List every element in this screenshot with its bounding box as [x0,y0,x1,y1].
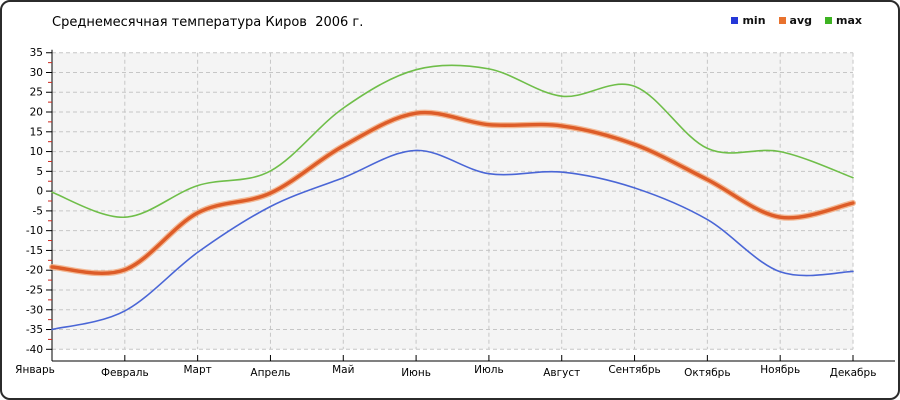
series-max [51,64,854,219]
svg-text:30: 30 [30,67,43,79]
legend-label-min: min [742,14,766,27]
svg-text:20: 20 [30,107,43,119]
legend-swatch-avg [778,17,786,24]
month-label: Февраль [101,367,149,379]
legend-item-max[interactable]: max [825,15,862,26]
horizontal-gridlines [52,52,853,350]
chart-title: Среднемесячная температура Киров 2006 г. [52,15,364,30]
legend-swatch-min [731,17,739,24]
chart-legend: min avg max [731,15,862,26]
svg-text:-20: -20 [26,265,43,277]
month-label: Июль [474,364,504,376]
y-axis: -40 -35 -30 -25 -20 -15 -10 -5 0 5 10 15 20 25 30 35 [26,47,53,361]
legend-label-avg: avg [789,14,813,27]
month-label: Январь [15,364,55,376]
svg-text:-35: -35 [26,324,43,336]
legend-swatch-max [825,17,833,24]
svg-text:25: 25 [30,87,43,99]
legend-item-min[interactable]: min [731,14,766,27]
svg-text:-30: -30 [26,304,43,316]
svg-text:5: 5 [36,166,43,178]
svg-text:0: 0 [36,186,43,198]
month-label: Апрель [250,367,290,379]
svg-text:-25: -25 [26,284,43,296]
svg-text:-15: -15 [26,245,43,257]
month-label: Март [183,364,211,376]
month-label: Сентябрь [608,364,660,376]
legend-item-avg[interactable]: avg [778,14,813,27]
x-axis: Январь Февраль Март Апрель Май Июнь Июль Август… [15,355,895,379]
svg-text:-40: -40 [26,344,43,356]
svg-text:-10: -10 [26,225,43,237]
month-label: Июнь [401,367,431,379]
series-avg [49,109,856,277]
svg-text:10: 10 [30,146,43,158]
month-label: Август [543,367,580,379]
month-label: Октябрь [684,367,730,379]
month-label: Ноябрь [760,364,800,376]
svg-text:15: 15 [30,126,43,138]
series-min [51,149,854,331]
svg-text:-5: -5 [33,205,43,217]
plot-area [52,52,853,350]
month-label: Декабрь [830,367,877,379]
month-label: Май [332,364,354,376]
series-max-line [51,64,854,219]
series-avg-line [50,110,855,275]
legend-label-max: max [836,14,862,27]
svg-text:35: 35 [30,47,43,59]
series-min-line [51,149,854,331]
